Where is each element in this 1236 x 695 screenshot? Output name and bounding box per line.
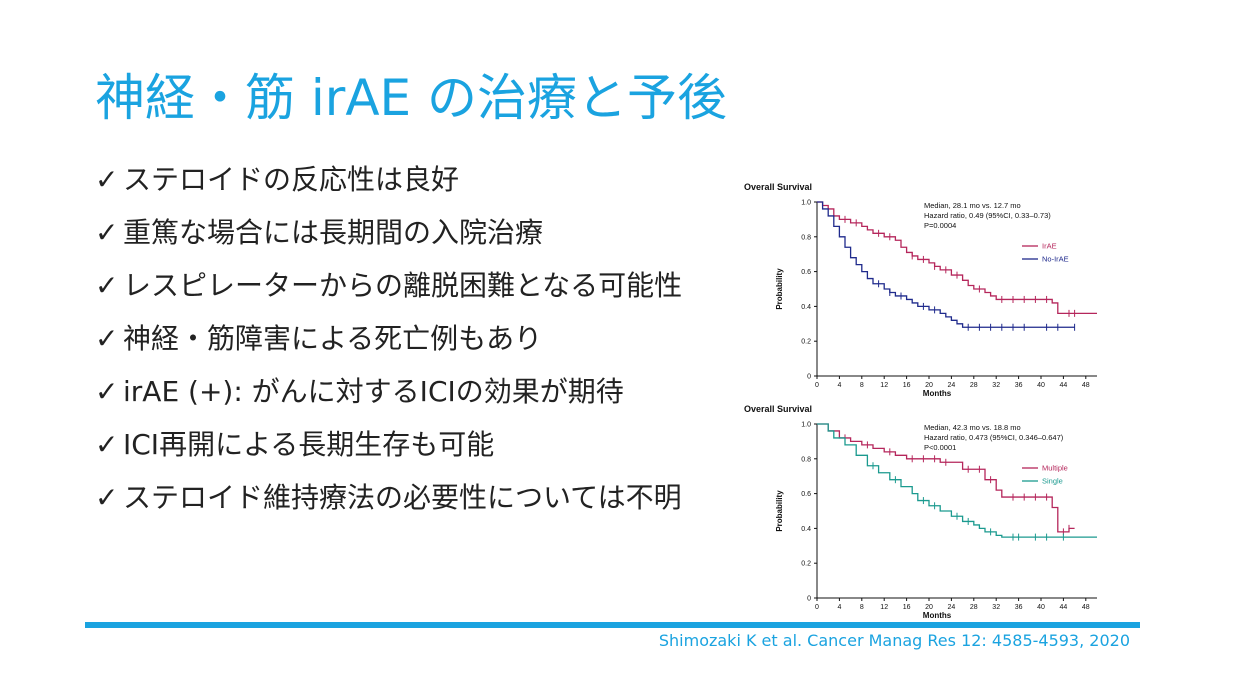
stat-annotation: Hazard ratio, 0.473 (95%CI, 0.346–0.647) xyxy=(924,433,1064,442)
x-tick-label: 8 xyxy=(860,604,864,611)
y-tick-label: 0 xyxy=(807,374,811,381)
check-icon: ✓ xyxy=(95,375,119,408)
x-tick-label: 48 xyxy=(1082,604,1090,611)
x-tick-label: 0 xyxy=(815,604,819,611)
stat-annotation: Median, 28.1 mo vs. 12.7 mo xyxy=(924,201,1021,210)
bullet-item: ✓ ICI再開による長期生存も可能 xyxy=(95,427,715,463)
bullet-text: 神経・筋障害による死亡例もあり xyxy=(123,322,543,355)
km-chart-multiple-single: Overall Survival 0 0.2 0.4 0.6 0.8 1.0 0 4 8 12 16 2… xyxy=(742,400,1102,618)
x-tick-label: 32 xyxy=(992,382,1000,389)
y-tick-label: 0.8 xyxy=(801,234,811,241)
x-tick-label: 40 xyxy=(1037,382,1045,389)
stat-annotation: P<0.0001 xyxy=(924,443,956,452)
check-icon: ✓ xyxy=(95,216,119,249)
km-curve xyxy=(817,201,1097,315)
y-tick-label: 0.6 xyxy=(801,269,811,276)
footer-divider xyxy=(85,622,1140,628)
y-axis-label: Probability xyxy=(775,268,784,310)
stat-annotation: Hazard ratio, 0.49 (95%CI, 0.33–0.73) xyxy=(924,211,1051,220)
y-tick-label: 0.2 xyxy=(801,339,811,346)
y-tick-label: 1.0 xyxy=(801,422,811,429)
check-icon: ✓ xyxy=(95,322,119,355)
x-tick-label: 16 xyxy=(903,604,911,611)
bullet-text: ステロイド維持療法の必要性については不明 xyxy=(123,481,682,514)
x-tick-label: 4 xyxy=(837,382,841,389)
chart-title: Overall Survival xyxy=(744,182,812,192)
y-tick-label: 0 xyxy=(807,596,811,603)
x-tick-label: 20 xyxy=(925,604,933,611)
x-tick-label: 4 xyxy=(837,604,841,611)
km-curve xyxy=(817,201,1075,328)
bullet-item: ✓ 重篤な場合には長期間の入院治療 xyxy=(95,215,715,251)
x-tick-label: 20 xyxy=(925,382,933,389)
y-tick-label: 0.2 xyxy=(801,561,811,568)
legend-label: No-IrAE xyxy=(1042,255,1069,264)
chart-title: Overall Survival xyxy=(744,404,812,414)
y-tick-label: 0.6 xyxy=(801,491,811,498)
bullet-list: ✓ ステロイドの反応性は良好 ✓ 重篤な場合には長期間の入院治療 ✓ レスピレーターか… xyxy=(95,162,715,533)
x-tick-label: 36 xyxy=(1015,604,1023,611)
check-icon: ✓ xyxy=(95,269,119,302)
x-tick-label: 12 xyxy=(880,382,888,389)
y-tick-label: 0.8 xyxy=(801,456,811,463)
check-icon: ✓ xyxy=(95,481,119,514)
x-tick-label: 24 xyxy=(948,604,956,611)
x-tick-label: 0 xyxy=(815,382,819,389)
x-tick-label: 32 xyxy=(992,604,1000,611)
y-tick-label: 0.4 xyxy=(801,526,811,533)
x-axis-label: Months xyxy=(923,611,952,618)
check-icon: ✓ xyxy=(95,163,119,196)
x-tick-label: 44 xyxy=(1060,382,1068,389)
x-tick-label: 44 xyxy=(1060,604,1068,611)
x-tick-label: 8 xyxy=(860,382,864,389)
legend-label: Single xyxy=(1042,477,1063,486)
x-axis-label: Months xyxy=(923,389,952,396)
bullet-item: ✓ レスピレーターからの離脱困難となる可能性 xyxy=(95,268,715,304)
bullet-item: ✓ 神経・筋障害による死亡例もあり xyxy=(95,321,715,357)
km-curve xyxy=(817,423,1097,538)
x-tick-label: 16 xyxy=(903,382,911,389)
x-tick-label: 28 xyxy=(970,604,978,611)
bullet-item: ✓ ステロイドの反応性は良好 xyxy=(95,162,715,198)
bullet-text: レスピレーターからの離脱困難となる可能性 xyxy=(123,269,683,302)
bullet-item: ✓ irAE (+): がんに対するICIの効果が期待 xyxy=(95,374,715,410)
bullet-item: ✓ ステロイド維持療法の必要性については不明 xyxy=(95,480,715,516)
y-tick-label: 1.0 xyxy=(801,200,811,207)
x-tick-label: 24 xyxy=(948,382,956,389)
y-axis-label: Probability xyxy=(775,490,784,532)
y-tick-label: 0.4 xyxy=(801,304,811,311)
bullet-text: irAE (+): がんに対するICIの効果が期待 xyxy=(123,375,624,408)
x-tick-label: 48 xyxy=(1082,382,1090,389)
x-tick-label: 12 xyxy=(880,604,888,611)
stat-annotation: Median, 42.3 mo vs. 18.8 mo xyxy=(924,423,1021,432)
slide-title: 神経・筋 irAE の治療と予後 xyxy=(95,69,728,127)
check-icon: ✓ xyxy=(95,428,119,461)
legend-label: Multiple xyxy=(1042,464,1068,473)
stat-annotation: P=0.0004 xyxy=(924,221,956,230)
x-tick-label: 28 xyxy=(970,382,978,389)
km-chart-irae: Overall Survival 0 0.2 0.4 0.6 0.8 1.0 0 4 8 12 16 2… xyxy=(742,178,1102,396)
legend-label: IrAE xyxy=(1042,242,1057,251)
bullet-text: 重篤な場合には長期間の入院治療 xyxy=(123,216,544,249)
bullet-text: ICI再開による長期生存も可能 xyxy=(123,428,495,461)
x-tick-label: 36 xyxy=(1015,382,1023,389)
bullet-text: ステロイドの反応性は良好 xyxy=(123,163,460,196)
x-tick-label: 40 xyxy=(1037,604,1045,611)
citation: Shimozaki K et al. Cancer Manag Res 12: … xyxy=(658,631,1130,650)
